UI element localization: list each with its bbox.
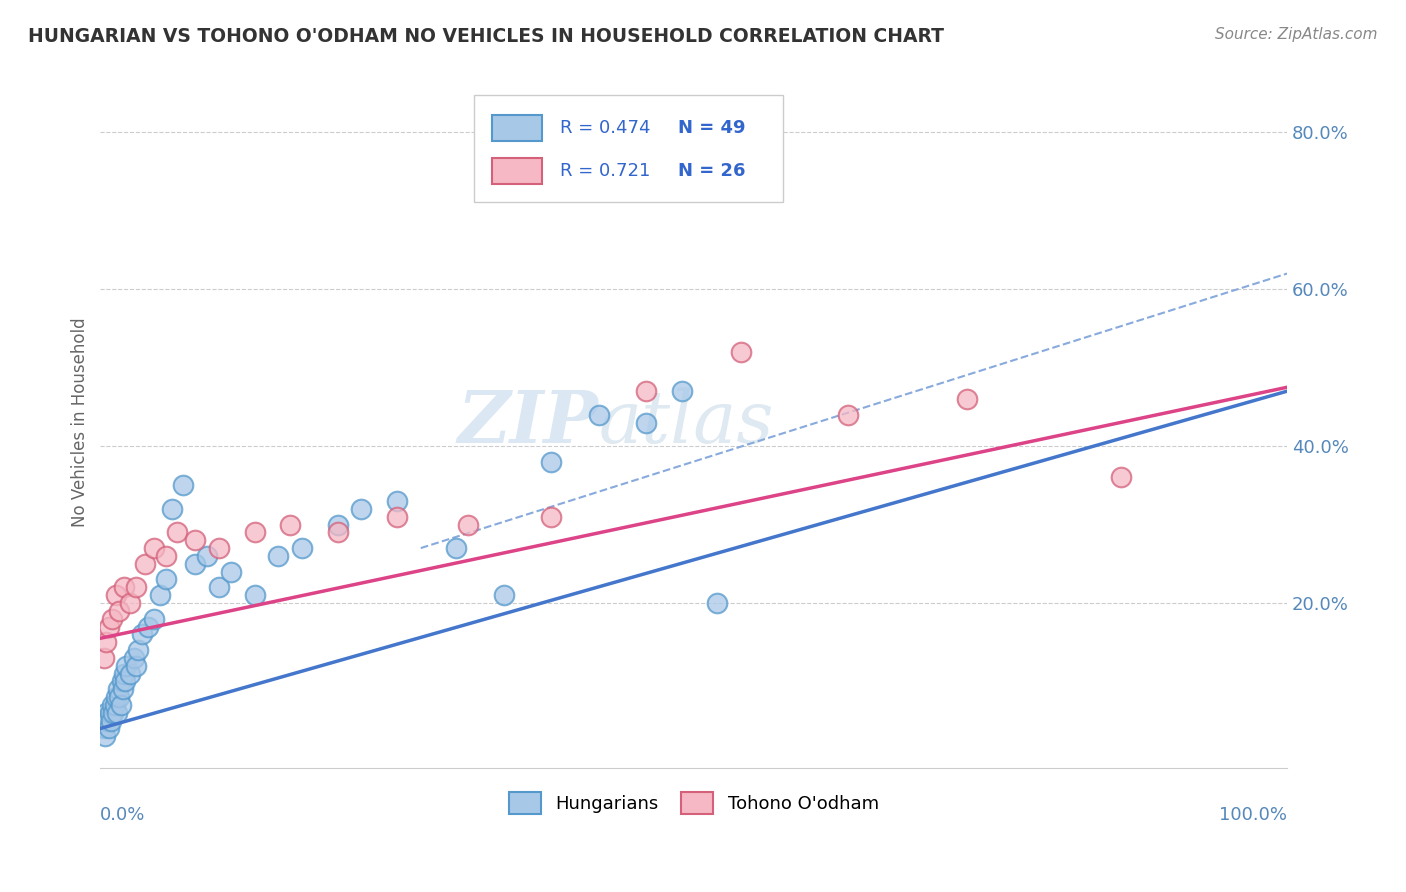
Point bbox=[125, 580, 148, 594]
Point bbox=[588, 408, 610, 422]
Point bbox=[278, 517, 301, 532]
Text: R = 0.474: R = 0.474 bbox=[560, 119, 650, 136]
Point bbox=[110, 698, 132, 712]
Point bbox=[208, 541, 231, 555]
Point bbox=[446, 541, 468, 555]
Point bbox=[104, 698, 127, 712]
Point bbox=[118, 666, 141, 681]
Point bbox=[671, 384, 693, 399]
Point bbox=[291, 541, 314, 555]
Y-axis label: No Vehicles in Household: No Vehicles in Household bbox=[72, 318, 89, 527]
Point bbox=[492, 588, 515, 602]
Point bbox=[243, 588, 266, 602]
Point bbox=[540, 509, 562, 524]
Point bbox=[114, 674, 136, 689]
Point bbox=[155, 549, 177, 563]
Point bbox=[837, 408, 859, 422]
Point bbox=[131, 627, 153, 641]
Point bbox=[385, 509, 408, 524]
FancyBboxPatch shape bbox=[474, 95, 783, 202]
Point bbox=[956, 392, 979, 406]
Bar bbox=[492, 158, 541, 184]
Text: Source: ZipAtlas.com: Source: ZipAtlas.com bbox=[1215, 27, 1378, 42]
Text: 100.0%: 100.0% bbox=[1219, 805, 1286, 823]
Point bbox=[457, 517, 479, 532]
Point bbox=[134, 557, 156, 571]
Point bbox=[91, 714, 114, 728]
Point bbox=[195, 549, 218, 563]
Point bbox=[107, 682, 129, 697]
Point bbox=[112, 580, 135, 594]
Point bbox=[636, 416, 658, 430]
Point bbox=[97, 722, 120, 736]
Point bbox=[160, 501, 183, 516]
Point bbox=[125, 658, 148, 673]
Point bbox=[115, 658, 138, 673]
Point bbox=[108, 690, 131, 705]
Point bbox=[706, 596, 728, 610]
Text: 0.0%: 0.0% bbox=[100, 805, 146, 823]
Bar bbox=[492, 115, 541, 141]
Point bbox=[636, 384, 658, 399]
Point bbox=[267, 549, 290, 563]
Point bbox=[122, 651, 145, 665]
Point bbox=[540, 455, 562, 469]
Point bbox=[184, 533, 207, 548]
Point bbox=[97, 619, 120, 633]
Point bbox=[350, 501, 373, 516]
Point bbox=[105, 706, 128, 720]
Text: R = 0.721: R = 0.721 bbox=[560, 161, 650, 179]
Point bbox=[219, 565, 242, 579]
Point bbox=[184, 557, 207, 571]
Point bbox=[127, 643, 149, 657]
Point bbox=[1109, 470, 1132, 484]
Point bbox=[243, 525, 266, 540]
Point bbox=[385, 494, 408, 508]
Point bbox=[96, 714, 118, 728]
Text: ZIP: ZIP bbox=[458, 387, 599, 458]
Point bbox=[111, 682, 134, 697]
Point bbox=[208, 580, 231, 594]
Point bbox=[101, 698, 124, 712]
Point bbox=[326, 525, 349, 540]
Point bbox=[93, 651, 115, 665]
Point bbox=[149, 588, 172, 602]
Text: N = 49: N = 49 bbox=[678, 119, 745, 136]
Point bbox=[172, 478, 194, 492]
Point bbox=[166, 525, 188, 540]
Point bbox=[142, 612, 165, 626]
Point bbox=[155, 573, 177, 587]
Point bbox=[111, 674, 134, 689]
Point bbox=[104, 690, 127, 705]
Legend: Hungarians, Tohono O'odham: Hungarians, Tohono O'odham bbox=[502, 784, 886, 821]
Point bbox=[730, 345, 752, 359]
Point bbox=[104, 588, 127, 602]
Point bbox=[112, 666, 135, 681]
Point bbox=[142, 541, 165, 555]
Point bbox=[93, 722, 115, 736]
Point bbox=[98, 706, 121, 720]
Point bbox=[103, 706, 125, 720]
Point bbox=[94, 729, 117, 743]
Text: N = 26: N = 26 bbox=[678, 161, 745, 179]
Point bbox=[118, 596, 141, 610]
Point bbox=[136, 619, 159, 633]
Point bbox=[108, 604, 131, 618]
Point bbox=[326, 517, 349, 532]
Text: atlas: atlas bbox=[599, 387, 775, 458]
Point bbox=[101, 612, 124, 626]
Text: HUNGARIAN VS TOHONO O'ODHAM NO VEHICLES IN HOUSEHOLD CORRELATION CHART: HUNGARIAN VS TOHONO O'ODHAM NO VEHICLES … bbox=[28, 27, 943, 45]
Point bbox=[96, 635, 118, 649]
Point bbox=[100, 714, 122, 728]
Point bbox=[96, 706, 118, 720]
